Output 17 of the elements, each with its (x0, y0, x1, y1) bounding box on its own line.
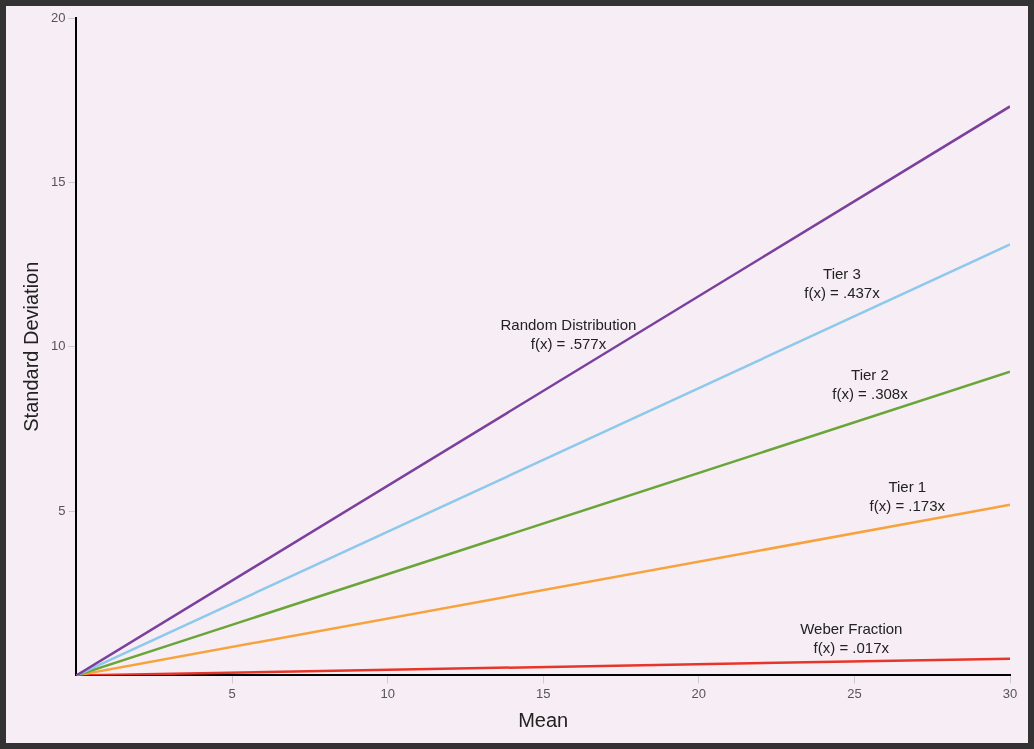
x-tick-label: 30 (1002, 685, 1018, 701)
y-tick-label: 10 (50, 338, 66, 354)
y-tick-label: 20 (50, 9, 66, 25)
x-axis-title: Mean (518, 708, 569, 731)
x-tick-label: 15 (536, 685, 551, 701)
series-label: Tier 2 f(x) = .308x (832, 365, 909, 402)
series-label: Tier 1 f(x) = .173x (869, 478, 946, 515)
x-tick-label: 5 (228, 685, 236, 701)
y-tick-label: 5 (58, 502, 66, 518)
y-tick-label: 15 (50, 173, 66, 189)
x-tick-label: 20 (691, 685, 707, 701)
series-label: Tier 3 f(x) = .437x (804, 264, 881, 301)
x-tick-label: 10 (380, 685, 395, 701)
x-tick-label: 25 (847, 685, 862, 701)
series-label: Random Distribution f(x) = .577x (500, 316, 637, 353)
series-label: Weber Fraction f(x) = .017x (800, 620, 903, 657)
y-axis-title: Standard Deviation (19, 261, 42, 432)
